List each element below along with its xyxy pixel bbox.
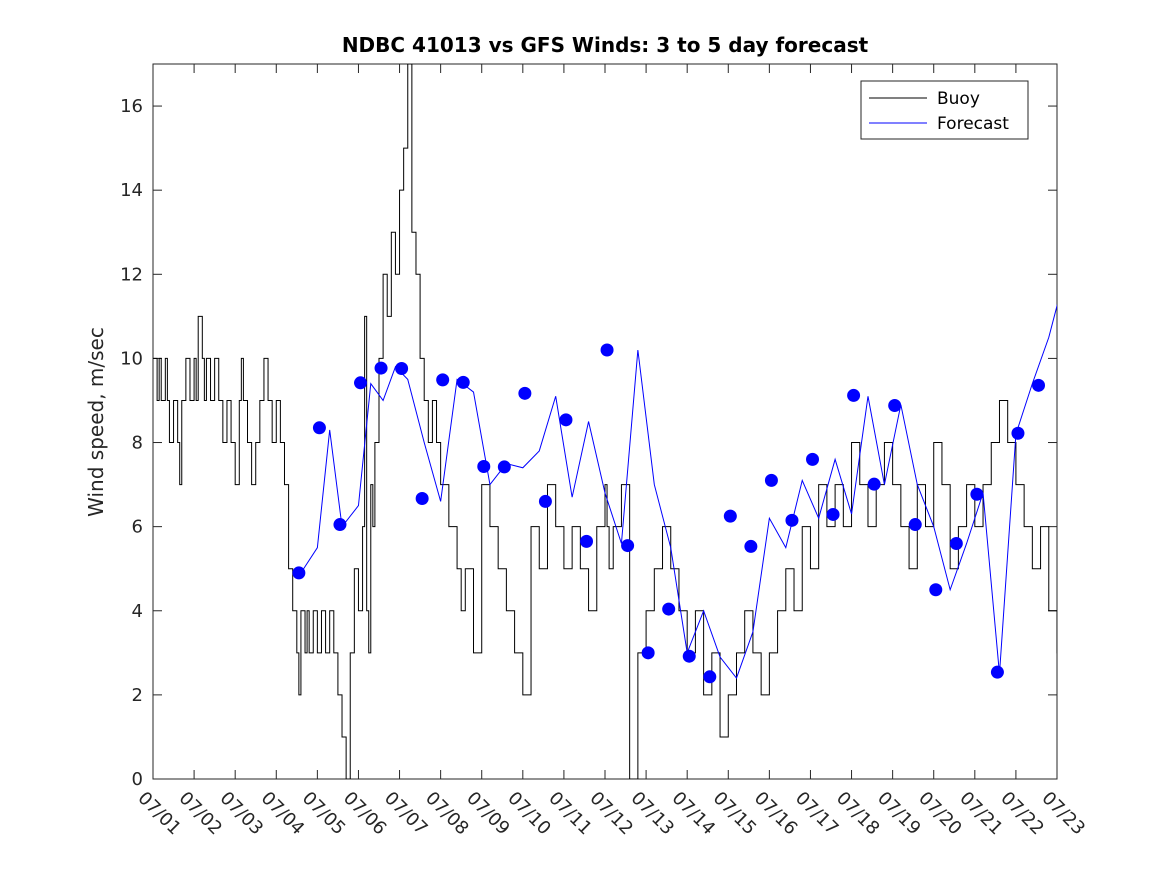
forecast-marker [806,452,820,466]
series-line-forecast [300,303,1057,680]
forecast-marker [600,343,614,357]
x-tick-label: 07/15 [709,788,761,840]
x-tick-label: 07/09 [462,788,514,840]
y-tick-label: 16 [120,96,143,117]
forecast-marker [312,421,326,435]
x-tick-label: 07/10 [503,788,555,840]
forecast-marker [395,362,409,376]
y-tick-label: 14 [120,180,143,201]
series-line-buoy [153,64,1057,779]
x-tick-label: 07/19 [873,788,925,840]
forecast-marker [497,460,511,474]
x-tick-label: 07/08 [421,788,473,840]
x-tick-label: 07/16 [750,788,802,840]
forecast-marker [1032,378,1046,392]
forecast-marker [518,386,532,400]
y-tick-label: 8 [132,433,143,454]
x-tick-label: 07/06 [339,788,391,840]
forecast-marker [929,583,943,597]
forecast-marker [785,513,799,527]
x-tick-label: 07/12 [585,788,637,840]
y-tick-label: 4 [132,601,143,622]
forecast-marker [292,566,306,580]
x-tick-label: 07/07 [380,788,432,840]
forecast-marker [867,477,881,491]
forecast-marker [436,373,450,387]
forecast-marker [847,388,861,402]
forecast-marker [354,376,368,390]
forecast-marker [1011,426,1025,440]
forecast-marker [703,670,717,684]
y-tick-label: 2 [132,685,143,706]
forecast-marker [621,539,635,553]
forecast-marker [744,539,758,553]
x-tick-label: 07/22 [996,788,1048,840]
legend-label: Forecast [937,114,1009,134]
forecast-marker [990,665,1004,679]
x-tick-label: 07/03 [216,788,268,840]
forecast-marker [949,536,963,550]
x-tick-label: 07/18 [832,788,884,840]
x-tick-label: 07/02 [175,788,227,840]
forecast-marker [477,460,491,474]
forecast-marker [456,375,470,389]
forecast-marker [970,487,984,501]
x-tick-label: 07/13 [627,788,679,840]
x-tick-label: 07/20 [914,788,966,840]
forecast-marker [641,646,655,660]
x-tick-label: 07/01 [133,788,185,840]
x-tick-label: 07/23 [1037,788,1089,840]
forecast-marker [662,602,676,616]
legend-box [860,80,1029,140]
y-tick-label: 10 [120,348,143,369]
legend-label: Buoy [937,89,980,109]
x-tick-label: 07/14 [668,788,720,840]
forecast-marker [374,361,388,375]
forecast-marker [559,413,573,427]
x-tick-label: 07/11 [544,788,596,840]
forecast-marker [888,399,902,413]
y-axis-label: Wind speed, m/sec [84,327,108,517]
x-tick-label: 07/05 [298,788,350,840]
forecast-marker [682,649,696,663]
forecast-marker [538,494,552,508]
forecast-marker [826,507,840,521]
legend: Buoy Forecast [860,80,1029,140]
y-tick-label: 0 [132,769,143,790]
y-tick-label: 6 [132,517,143,538]
x-tick-label: 07/17 [791,788,843,840]
x-tick-label: 07/21 [955,788,1007,840]
forecast-marker [333,518,347,532]
x-tick-label: 07/04 [257,788,309,840]
axes-box [152,63,1058,780]
forecast-marker [908,518,922,532]
plot-area: 024681012141607/0107/0207/0307/0407/0507… [120,63,1089,840]
chart-title: NDBC 41013 vs GFS Winds: 3 to 5 day fore… [342,33,869,57]
forecast-marker [580,534,594,548]
forecast-marker [764,473,778,487]
y-tick-label: 12 [120,264,143,285]
forecast-marker [723,509,737,523]
forecast-marker [415,491,429,505]
